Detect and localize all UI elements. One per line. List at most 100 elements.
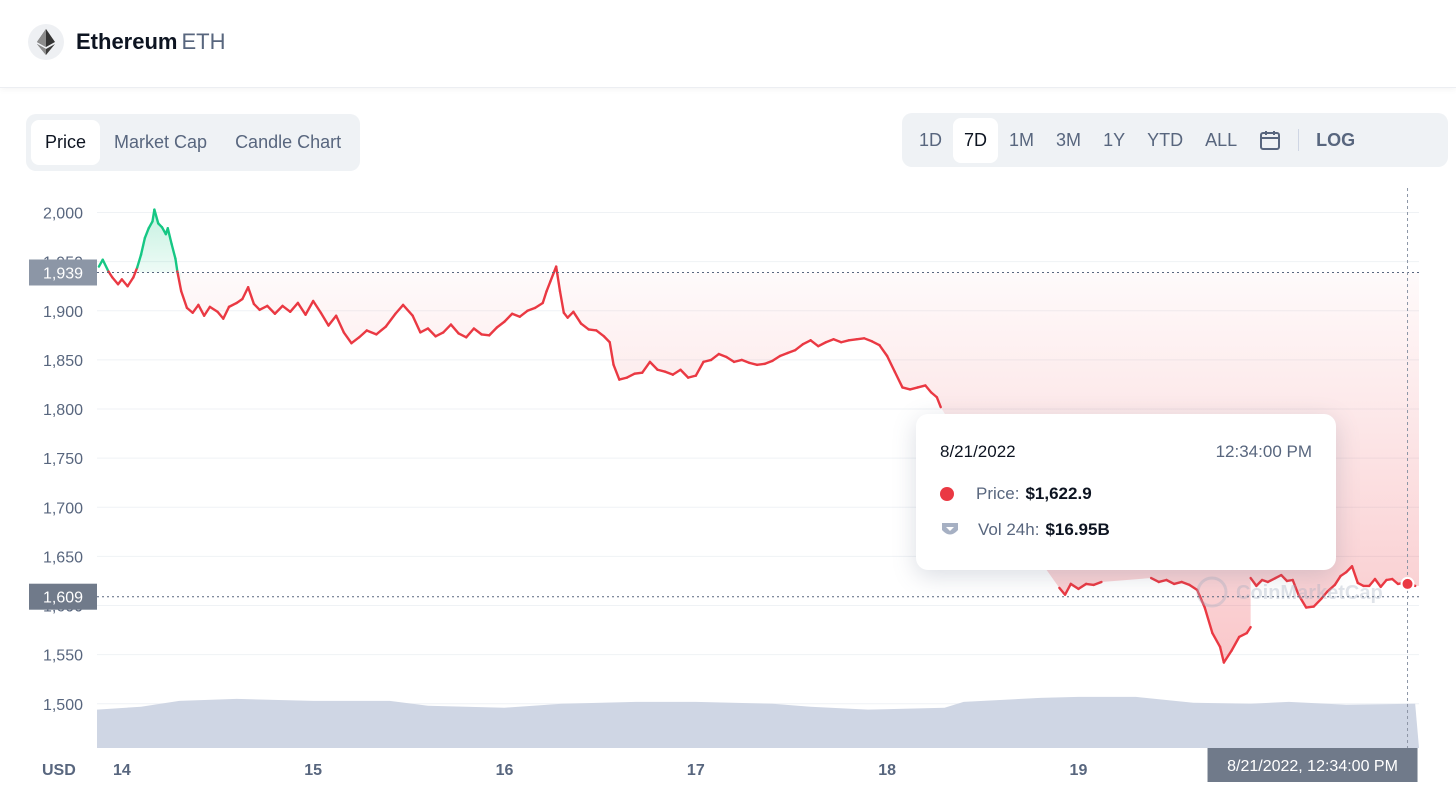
price-segment-down [558, 289, 566, 314]
price-segment-down [281, 304, 292, 313]
price-segment-down [929, 391, 939, 399]
price-segment-down [1180, 580, 1191, 587]
price-segment-down [1280, 573, 1289, 583]
tooltip-price-label: Price: [976, 484, 1020, 503]
price-segment-down [304, 299, 315, 316]
price-segment-down [1069, 582, 1080, 591]
range-ytd[interactable]: YTD [1147, 129, 1184, 150]
tooltip-volume-label: Vol 24h: [978, 520, 1040, 539]
price-segment-down [840, 339, 851, 344]
price-segment-down [641, 360, 652, 374]
price-segment-down [526, 306, 537, 313]
x-tick-label: 14 [113, 762, 131, 779]
price-segment-down [1149, 576, 1161, 584]
price-segment-down [208, 305, 219, 313]
price-segment-down [457, 332, 468, 339]
price-segment-down [671, 368, 682, 376]
price-segment-down [1165, 578, 1176, 586]
price-segment-down [817, 341, 828, 348]
price-segment-down [1058, 586, 1067, 596]
price-segment-down [763, 359, 774, 366]
price-segment-down [1379, 578, 1388, 589]
price-segment-down [1297, 593, 1308, 609]
price-segment-down [472, 327, 483, 336]
tab-market-cap[interactable]: Market Cap [114, 132, 208, 152]
price-segment-down [740, 358, 751, 365]
range-1m[interactable]: 1M [1009, 129, 1035, 150]
tab-price[interactable]: Price [31, 120, 101, 165]
price-segment-down [545, 280, 552, 293]
price-segment-down [1092, 580, 1103, 587]
price-segment-down [686, 374, 698, 379]
crosshair-date-badge: 8/21/2022, 12:34:00 PM [1207, 748, 1418, 782]
price-segment-down [227, 301, 238, 309]
price-segment-down [1266, 576, 1277, 584]
price-segment-down [1211, 631, 1222, 649]
price-segment-down [1325, 583, 1337, 593]
price-segment-down [709, 352, 720, 362]
tab-candle-chart[interactable]: Candle Chart [235, 132, 342, 152]
price-segment-down [1312, 597, 1323, 608]
price-segment-down [266, 304, 277, 315]
x-tick-label: 18 [878, 762, 896, 779]
price-segment-down [1245, 625, 1252, 635]
price-segment-down [126, 276, 135, 288]
price-segment-down [579, 322, 590, 331]
price-segment-down [771, 354, 782, 363]
price-segment-down [801, 339, 812, 346]
crosshair-date-label: 8/21/2022, 12:34:00 PM [1227, 758, 1398, 775]
price-segment-down [132, 266, 139, 279]
price-segment-down [832, 338, 843, 344]
volume-icon [942, 523, 958, 535]
price-segment-down [449, 323, 460, 335]
price-segment-down [778, 351, 789, 358]
price-segment-down [901, 386, 912, 391]
price-segment-down [602, 335, 611, 344]
price-segment-down [1350, 565, 1359, 585]
x-tick-label: 17 [687, 762, 705, 779]
price-segment-down [1255, 578, 1264, 588]
currency-label: USD [42, 762, 76, 779]
price-segment-down [541, 289, 548, 305]
price-segment-down [1157, 578, 1168, 584]
price-segment-down [401, 303, 414, 317]
price-segment-down [549, 265, 558, 283]
price-segment-down [748, 361, 759, 367]
price-segment-down [1222, 649, 1233, 664]
price-segment-down [1172, 580, 1183, 586]
range-7d[interactable]: 7D [953, 117, 999, 163]
price-segment-down [1237, 631, 1249, 639]
y-tick-label: 1,750 [43, 451, 83, 468]
price-segment-up [153, 208, 160, 225]
tooltip-volume-row: Vol 24h: $16.95B [940, 520, 1110, 540]
price-segment-down [1230, 635, 1241, 652]
price-segment-down [554, 265, 562, 293]
price-segment-down [202, 305, 212, 317]
price-segment-down [334, 314, 345, 334]
price-segment-down [375, 325, 388, 336]
price-segment-down [342, 331, 353, 345]
calendar-icon[interactable] [1248, 118, 1292, 163]
price-segment-up [166, 227, 173, 246]
price-point-marker [1400, 576, 1415, 591]
price-segment-down [296, 301, 307, 316]
y-tick-label: 2,000 [43, 206, 83, 223]
range-1y[interactable]: 1Y [1103, 129, 1126, 150]
range-1d[interactable]: 1D [919, 129, 943, 150]
log-scale-toggle[interactable]: LOG [1316, 129, 1356, 150]
price-segment-down [365, 329, 378, 336]
range-3m[interactable]: 3M [1056, 129, 1082, 150]
price-segment-down [566, 310, 575, 319]
price-segment-down [319, 311, 330, 327]
x-axis-labels: 14151617181920 [113, 762, 1279, 779]
price-segment-down [289, 301, 300, 313]
price-segment-down [216, 310, 225, 320]
tooltip-date: 8/21/2022 [940, 442, 1016, 461]
range-all[interactable]: ALL [1205, 129, 1238, 150]
price-area-fill-up [137, 209, 182, 292]
price-segment-up [174, 257, 179, 273]
price-segment-down [794, 343, 805, 352]
price-segment-up [170, 242, 177, 260]
price-segment-down [311, 299, 323, 314]
price-segment-down [442, 323, 453, 334]
